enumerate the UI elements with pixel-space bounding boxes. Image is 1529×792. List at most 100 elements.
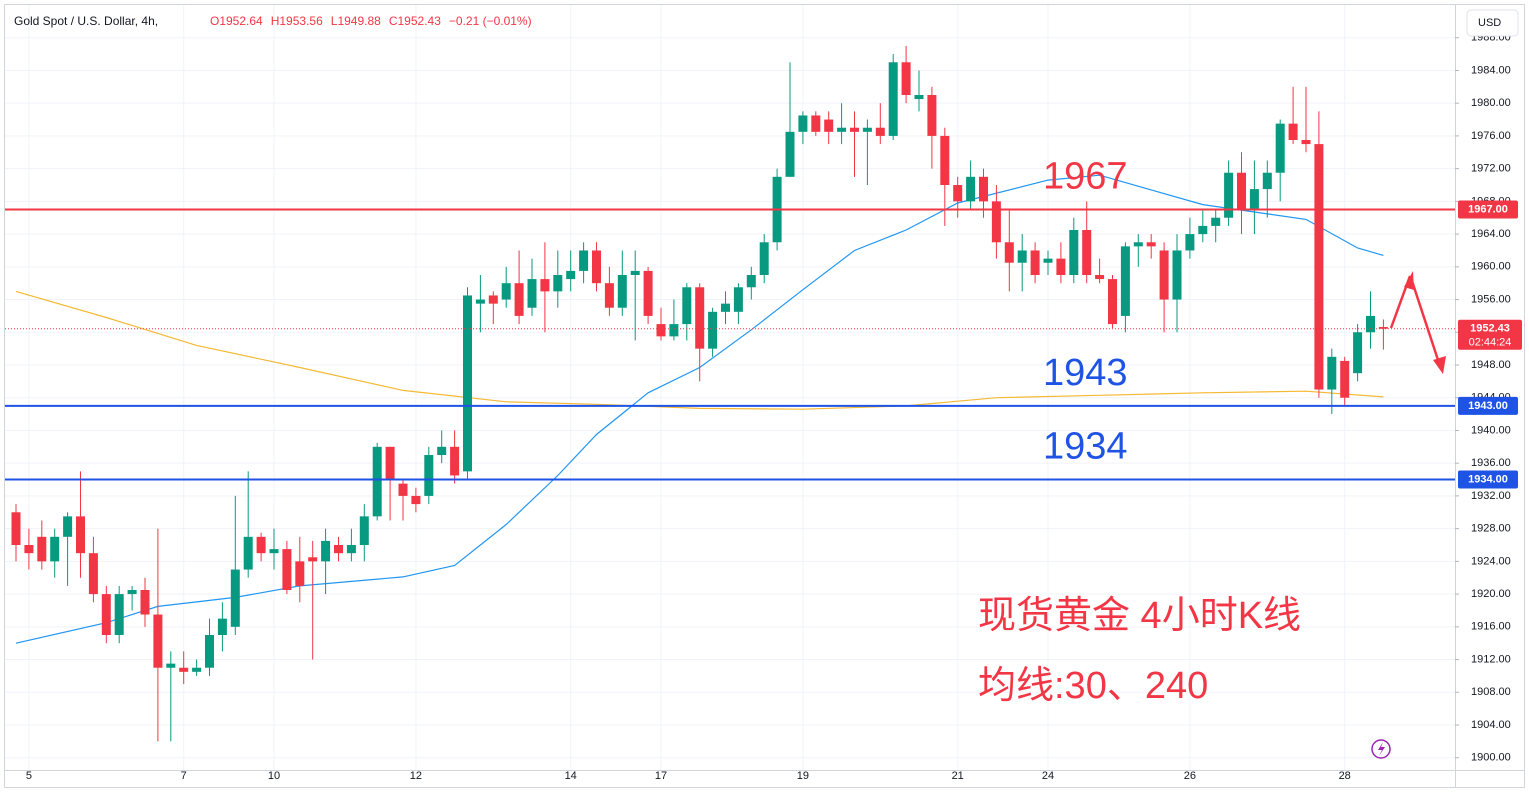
moving-average [15,290,1384,410]
last-price-label: 1952.43 [1470,323,1510,335]
x-tick-label: 17 [655,770,667,782]
candle-body [1275,123,1285,173]
candle-body [579,250,589,271]
candle-body [1146,242,1156,247]
y-tick-label: 1960.00 [1471,261,1511,273]
candle-body [1249,189,1259,210]
y-tick-label: 1956.00 [1471,293,1511,305]
candle-body [527,279,537,308]
candle-body [927,95,937,136]
candle-body [1378,327,1388,329]
candle-body [733,287,743,312]
y-tick-label: 1948.00 [1471,359,1511,371]
y-tick-label: 1904.00 [1471,719,1511,731]
candle-body [230,569,240,627]
level-price-box [1458,396,1518,415]
x-tick-label: 19 [797,770,809,782]
candle-body [811,115,821,132]
candle-body [24,545,34,554]
candle-body [282,549,292,590]
ohlc-value: L1949.88 [331,14,381,28]
candle-body [50,536,60,562]
candle-body [1314,144,1324,390]
y-tick-label: 1932.00 [1471,490,1511,502]
level-note: 1967 [1043,156,1128,198]
candle-body [888,62,898,136]
candle-body [205,635,214,668]
frame [4,4,1525,788]
candle-body [179,667,189,672]
candle-body [217,618,227,635]
y-tick-label: 1900.00 [1471,752,1511,764]
candle-body [385,446,395,480]
candle-body [346,545,356,554]
level-price-box [1458,200,1518,219]
level-price-box [1458,470,1518,489]
candle-body [114,594,124,635]
candle-body [1340,360,1350,398]
candle-body [63,516,73,537]
candle-body [76,516,85,554]
x-tick-label: 12 [410,770,422,782]
alert-icon-bolt[interactable] [1378,742,1385,756]
candle-body [1353,332,1363,374]
ohlc-value: C1952.43 [389,14,441,28]
candle-body [411,495,421,505]
candle-body [1120,246,1130,316]
countdown-label: 02:44:24 [1469,337,1512,349]
candle-body [88,553,98,595]
x-tick-label: 28 [1339,770,1351,782]
candle-body [1056,258,1066,275]
candle-body [721,303,730,312]
candle-body [824,119,834,132]
candle-body [1172,250,1182,300]
candle-body [1198,225,1208,235]
y-tick-label: 1924.00 [1471,555,1511,567]
candle-body [695,287,705,349]
x-tick-label: 24 [1042,770,1054,782]
currency-button[interactable] [1466,9,1519,37]
candle-body [269,549,279,554]
arrow-up-head [1404,271,1414,290]
candle-body [592,250,601,284]
candle-body [501,283,511,300]
x-tick-label: 10 [268,770,280,782]
candle-body [243,536,253,570]
level-price-label: 1967.00 [1468,203,1508,215]
x-tick-label: 7 [181,770,187,782]
y-tick-label: 1980.00 [1471,97,1511,109]
candle-body [1262,172,1272,190]
candle-body [308,557,318,562]
candle-body [1327,356,1337,390]
candle-body [940,135,950,185]
candle-body [1211,217,1221,226]
candle-body [140,590,150,615]
candle-body [553,275,563,292]
y-tick-label: 1984.00 [1471,64,1511,76]
candle-body [1043,258,1053,263]
candle-body [1133,242,1143,247]
candle-body [334,545,343,554]
y-tick-label: 1976.00 [1471,130,1511,142]
candle-body [437,446,447,455]
candle-body [643,270,653,316]
candle-body [991,201,1001,243]
arrow-down-head [1433,356,1446,374]
candle-body [295,561,305,586]
annotation: 均线:30、240 [978,665,1208,707]
level-note: 1934 [1043,426,1128,468]
candle-body [166,663,176,668]
candle-body [424,455,434,496]
annotation: 现货黄金 4小时K线 [978,595,1301,637]
alert-icon[interactable] [1371,739,1391,759]
candle-body [708,311,718,349]
candle-body [669,324,679,337]
candle-body [359,516,369,545]
candle-body [1185,234,1195,251]
ohlc-value: O1952.64 [210,14,263,28]
candle-body [966,176,976,202]
ohlc-value: −0.21 (−0.01%) [449,14,532,28]
grid [5,5,1455,770]
currency-label[interactable]: USD [1478,17,1501,29]
candle-body [488,295,498,304]
